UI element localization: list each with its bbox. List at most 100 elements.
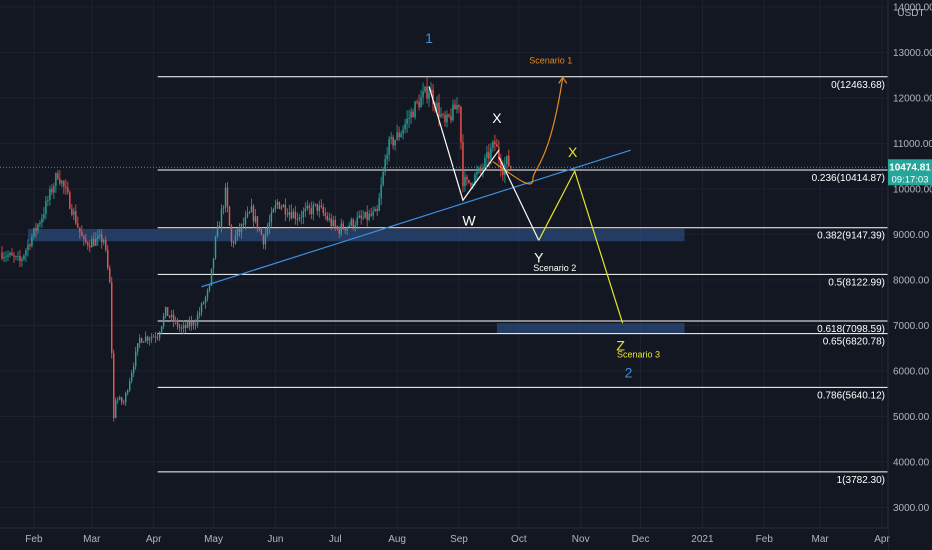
candle-body (154, 336, 157, 338)
candle-body (224, 187, 227, 208)
candle-body (380, 184, 382, 199)
candle-body (302, 211, 305, 218)
candle-body (49, 188, 51, 200)
candle-body (29, 244, 31, 247)
candle-body (482, 168, 484, 171)
scenario-arrowhead (558, 76, 568, 84)
candle-body (428, 92, 430, 99)
candle-body (474, 174, 476, 184)
candle-body (172, 314, 175, 322)
wave-label: 1 (425, 30, 433, 46)
candle-body (170, 314, 173, 318)
x-tick-label: Apr (874, 534, 890, 545)
candle-body (37, 224, 39, 231)
current-price-value: 10474.81 (889, 162, 931, 173)
candle-body (33, 227, 35, 237)
candle-body (13, 255, 15, 257)
candle-body (442, 114, 444, 116)
candle-body (262, 234, 265, 245)
candle-body (67, 187, 69, 193)
candle-body (356, 217, 358, 226)
candle-body (216, 226, 219, 237)
candle-body (294, 211, 297, 219)
candle-body (202, 303, 205, 305)
candle-body (1, 252, 3, 259)
candle-body (322, 207, 324, 214)
candle-body (464, 176, 466, 187)
candlesticks (1, 76, 512, 422)
candle-body (246, 213, 249, 217)
candle-body (146, 336, 149, 341)
trendline[interactable] (201, 149, 631, 288)
wave-label: X (492, 110, 502, 126)
candle-body (328, 218, 330, 220)
candle-body (71, 208, 73, 215)
time-axis[interactable]: Feb Mar Apr May Jun Jul Aug Sep Oct Nov Dec 2021 Feb… (0, 527, 890, 550)
y-tick-label: 6000.00 (893, 366, 930, 377)
candle-body (340, 223, 342, 234)
candle-body (194, 324, 197, 326)
scenario-path (492, 77, 564, 185)
candle-body (318, 205, 320, 211)
candle-body (180, 327, 183, 329)
y-tick-label: 13000.00 (893, 48, 932, 59)
candle-body (260, 229, 263, 235)
candle-body (126, 390, 129, 394)
candle-body (372, 211, 374, 216)
candle-body (324, 213, 326, 216)
candle-body (192, 321, 195, 325)
candle-body (7, 255, 9, 257)
scenario-path (498, 156, 540, 241)
candle-body (398, 132, 400, 138)
candle-body (107, 249, 109, 268)
x-tick-label: Feb (25, 534, 43, 545)
candle-body (270, 212, 273, 222)
candle-body (498, 146, 500, 159)
candle-body (45, 200, 47, 215)
candle-body (109, 267, 111, 283)
candle-body (97, 235, 99, 239)
candle-body (310, 208, 313, 215)
candle-body (130, 373, 133, 382)
candle-body (258, 228, 261, 230)
candle-body (426, 86, 428, 99)
candle-body (468, 179, 470, 183)
candle-body (103, 240, 105, 243)
candle-body (416, 101, 418, 103)
y-tick-label: 11000.00 (893, 139, 932, 150)
wave-label: 2 (625, 364, 633, 380)
candle-body (51, 188, 53, 193)
candle-body (123, 402, 125, 403)
candle-body (99, 234, 101, 236)
candle-body (286, 214, 289, 216)
x-tick-label: Jun (267, 534, 283, 545)
candle-body (124, 393, 127, 403)
price-axis-background (888, 0, 932, 550)
candle-body (176, 320, 179, 327)
candle-body (306, 205, 309, 209)
price-axis[interactable]: USDT 3000.00 4000.00 5000.00 6000.00 7000.00… (887, 0, 932, 550)
ascending-trendline[interactable] (201, 149, 631, 288)
candle-body (242, 223, 245, 225)
candle-body (370, 213, 372, 216)
candle-body (250, 206, 253, 213)
candle-body (490, 148, 492, 159)
candle-body (204, 297, 207, 304)
candle-body (93, 239, 95, 246)
y-tick-label: 3000.00 (893, 503, 930, 514)
x-tick-label: Nov (572, 534, 590, 545)
candle-body (65, 186, 67, 188)
candle-body (150, 336, 153, 339)
candle-body (488, 152, 490, 159)
candle-body (396, 132, 398, 140)
candle-body (218, 226, 221, 228)
candle-body (5, 256, 7, 258)
candle-body (27, 244, 29, 251)
candle-body (484, 157, 486, 169)
candle-body (200, 303, 203, 313)
candle-body (418, 101, 420, 108)
candle-body (362, 217, 364, 219)
candle-body (460, 106, 462, 143)
candle-body (274, 204, 277, 210)
